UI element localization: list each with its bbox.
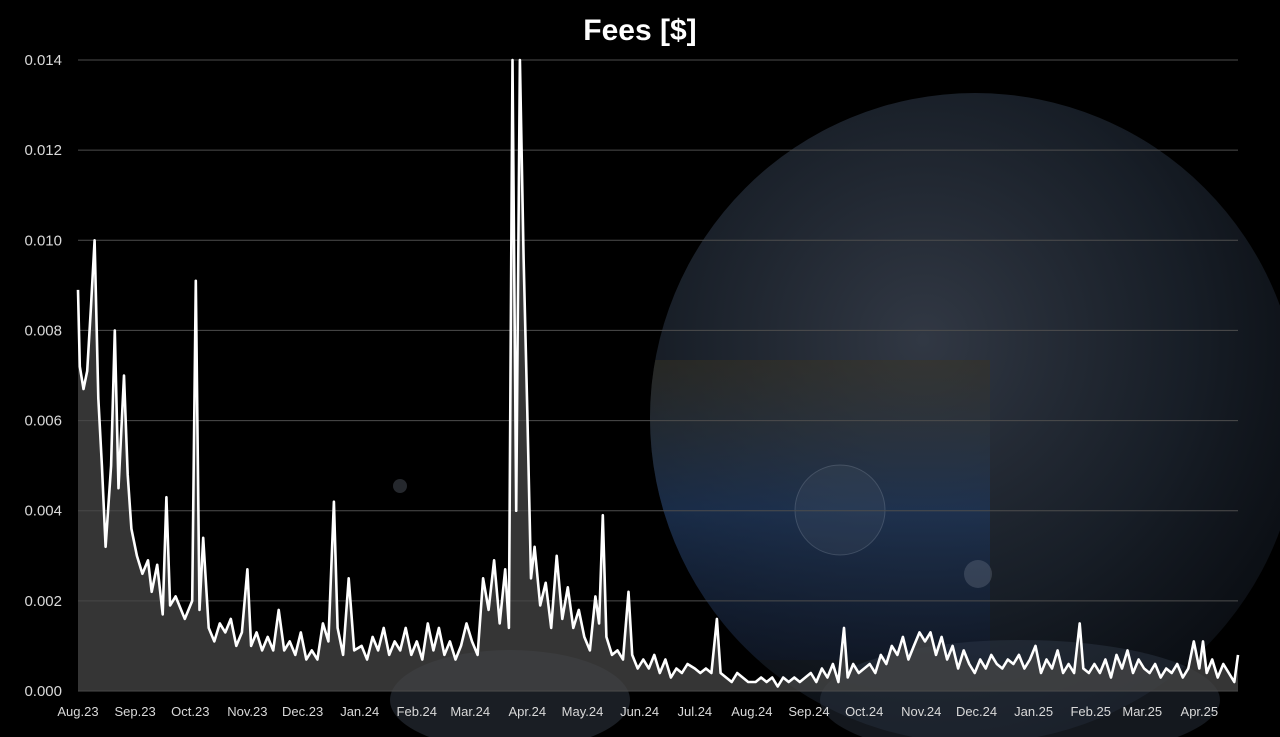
- x-tick-label: Dec.24: [956, 704, 997, 719]
- x-tick-label: Oct.23: [171, 704, 209, 719]
- y-tick-label: 0.004: [24, 503, 62, 520]
- x-tick-label: Feb.24: [397, 704, 437, 719]
- x-tick-label: Aug.24: [731, 704, 772, 719]
- x-tick-label: Apr.25: [1181, 704, 1219, 719]
- x-tick-label: Jul.24: [677, 704, 712, 719]
- x-tick-label: Sep.24: [788, 704, 829, 719]
- y-tick-label: 0.010: [24, 232, 62, 249]
- x-tick-label: Dec.23: [282, 704, 323, 719]
- fees-series-line: [76, 58, 1240, 688]
- x-tick-label: Nov.23: [227, 704, 267, 719]
- x-tick-label: Nov.24: [901, 704, 941, 719]
- y-tick-label: 0.002: [24, 593, 62, 610]
- x-tick-label: Aug.23: [57, 704, 98, 719]
- y-tick-label: 0.008: [24, 322, 62, 339]
- x-tick-label: May.24: [562, 704, 604, 719]
- x-tick-label: Feb.25: [1070, 704, 1110, 719]
- x-tick-label: Apr.24: [508, 704, 546, 719]
- y-tick-label: 0.014: [24, 52, 62, 69]
- x-tick-label: Mar.24: [450, 704, 490, 719]
- x-tick-label: Sep.23: [114, 704, 155, 719]
- x-tick-label: Jan.24: [340, 704, 379, 719]
- y-axis-ticks: 0.000 0.002 0.004 0.006 0.008 0.010 0.012 0.014: [24, 52, 62, 700]
- fees-area-fill: [78, 60, 1238, 691]
- y-tick-label: 0.006: [24, 413, 62, 430]
- x-axis-ticks: Aug.23 Sep.23 Oct.23 Nov.23 Dec.23 Jan.24 Feb.…: [57, 704, 1218, 719]
- x-tick-label: Mar.25: [1122, 704, 1162, 719]
- y-tick-label: 0.012: [24, 142, 62, 159]
- chart-title: Fees [$]: [583, 14, 696, 47]
- x-tick-label: Oct.24: [845, 704, 883, 719]
- x-tick-label: Jan.25: [1014, 704, 1053, 719]
- y-tick-label: 0.000: [24, 683, 62, 700]
- x-tick-label: Jun.24: [620, 704, 659, 719]
